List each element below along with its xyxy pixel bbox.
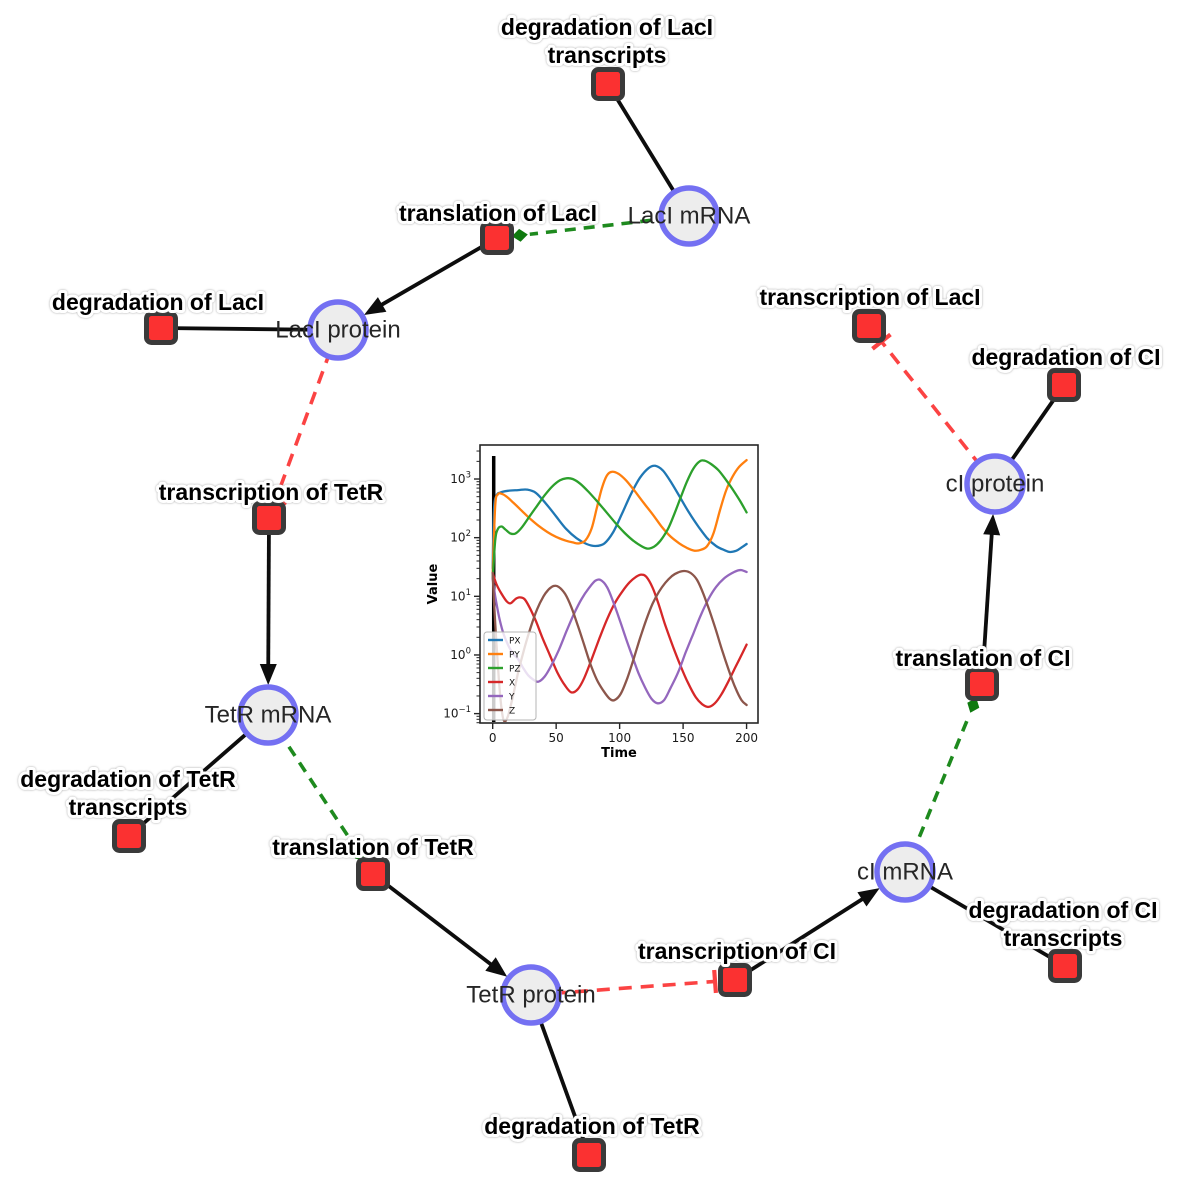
chart-legend: PX PY PZ XYZ xyxy=(483,631,537,721)
species-label-laci-protein: LacI protein xyxy=(275,317,400,344)
legend-label-PZ: PZ xyxy=(509,665,521,675)
edge-production-translation-tetr-to-tetr-protein xyxy=(371,872,508,977)
reaction-node-transcription-ci[interactable] xyxy=(718,963,752,997)
x-tick-label: 0 xyxy=(489,731,497,745)
reaction-label-deg-laci: degradation of LacI xyxy=(52,289,264,315)
production-arrowhead-icon xyxy=(259,664,277,685)
species-node-ci-mrna[interactable] xyxy=(874,841,936,903)
production-edge-line xyxy=(980,524,995,685)
reaction-label-deg-tetr-transcripts: degradation of TetR transcripts xyxy=(20,766,236,820)
reaction-node-deg-tetr[interactable] xyxy=(572,1138,606,1172)
production-arrowhead-icon xyxy=(983,513,1001,536)
y-tick-label: 100 xyxy=(450,646,471,662)
x-tick-label: 100 xyxy=(608,731,631,745)
edge-inhibition-tetr-protein-to-transcription-ci xyxy=(530,969,718,997)
reaction-node-deg-ci[interactable] xyxy=(1047,368,1081,402)
reaction-label-translation-ci: translation of CI xyxy=(895,645,1070,671)
species-label-laci-mrna: LacI mRNA xyxy=(628,203,751,230)
legend-label-X: X xyxy=(509,679,515,689)
species-label-tetr-protein: TetR protein xyxy=(466,982,595,1009)
production-edge-line xyxy=(266,517,271,675)
production-edge-line xyxy=(372,236,498,312)
edge-production-transcription-ci-to-ci-mrna xyxy=(733,888,880,982)
reaction-label-deg-tetr: degradation of TetR xyxy=(484,1113,700,1139)
reaction-node-transcription-laci[interactable] xyxy=(852,309,886,343)
y-tick-label: 101 xyxy=(450,588,471,604)
reaction-node-translation-ci[interactable] xyxy=(965,667,999,701)
consumption-edge-line xyxy=(904,870,1066,968)
y-axis-title: Value xyxy=(426,563,441,604)
reaction-label-transcription-ci: transcription of CI xyxy=(638,938,836,964)
reaction-label-deg-ci-transcripts: degradation of CI transcripts xyxy=(968,897,1157,951)
reaction-label-translation-laci: translation of LacI xyxy=(399,200,597,226)
inhibition-tee-icon xyxy=(712,969,718,994)
x-axis-title: Time xyxy=(601,746,637,761)
inhibition-tee-icon xyxy=(264,493,288,506)
reaction-label-deg-laci-transcripts: degradation of LacI transcripts xyxy=(501,14,713,68)
reaction-node-deg-tetr-transcripts[interactable] xyxy=(112,819,146,853)
y-tick-label: 102 xyxy=(450,529,471,545)
species-node-laci-protein[interactable] xyxy=(307,299,369,361)
reaction-node-translation-tetr[interactable] xyxy=(356,857,390,891)
production-edge-line xyxy=(371,872,500,972)
inhibition-edge-line xyxy=(530,979,716,997)
chart-series-PY xyxy=(491,458,748,575)
reaction-node-deg-laci-transcripts[interactable] xyxy=(591,67,625,101)
reaction-label-transcription-laci: transcription of LacI xyxy=(759,284,980,310)
reaction-node-translation-laci[interactable] xyxy=(480,221,514,255)
modifier-diamond-icon xyxy=(511,228,528,242)
x-tick-label: 200 xyxy=(735,731,758,745)
nodes-layer xyxy=(112,67,1082,1172)
reaction-label-deg-ci: degradation of CI xyxy=(971,344,1160,370)
x-tick-label: 150 xyxy=(672,731,695,745)
x-tick-label: 50 xyxy=(549,731,564,745)
legend-label-Z: Z xyxy=(509,707,515,717)
species-label-ci-mrna: cI mRNA xyxy=(857,859,953,886)
chart-series-PX xyxy=(491,464,748,570)
species-node-tetr-mrna[interactable] xyxy=(237,684,299,746)
reaction-node-deg-ci-transcripts[interactable] xyxy=(1048,949,1082,983)
production-arrowhead-icon xyxy=(364,297,387,315)
production-arrowhead-icon xyxy=(857,888,880,907)
edge-production-transcription-tetr-to-tetr-mrna xyxy=(259,517,277,685)
reaction-label-translation-tetr: translation of TetR xyxy=(272,834,474,860)
production-arrowhead-icon xyxy=(485,957,508,977)
labels-layer: degradation of LacI transcripts translatio… xyxy=(17,11,1163,1142)
legend-label-Y: Y xyxy=(508,693,515,703)
edge-production-translation-laci-to-laci-protein xyxy=(364,236,498,315)
species-node-laci-mrna[interactable] xyxy=(658,185,720,247)
reaction-label-transcription-tetr: transcription of TetR xyxy=(159,479,384,505)
species-label-tetr-mrna: TetR mRNA xyxy=(205,702,332,729)
species-label-ci-protein: cI protein xyxy=(946,471,1045,498)
chart-series-PZ xyxy=(491,459,748,580)
modifier-diamond-icon xyxy=(967,697,980,713)
y-tick-label: 103 xyxy=(450,471,471,487)
edge-production-translation-ci-to-ci-protein xyxy=(980,513,1001,685)
y-tick-label: 10−1 xyxy=(443,705,471,721)
production-edge-line xyxy=(733,892,872,982)
reaction-node-deg-laci[interactable] xyxy=(144,311,178,345)
legend-label-PY: PY xyxy=(509,651,520,661)
edge-consumption-ci-mrna-to-deg-ci-transcripts xyxy=(904,870,1066,968)
species-node-tetr-protein[interactable] xyxy=(500,964,562,1026)
reaction-node-transcription-tetr[interactable] xyxy=(252,501,286,535)
species-node-ci-protein[interactable] xyxy=(964,453,1026,515)
legend-label-PX: PX xyxy=(509,637,521,647)
